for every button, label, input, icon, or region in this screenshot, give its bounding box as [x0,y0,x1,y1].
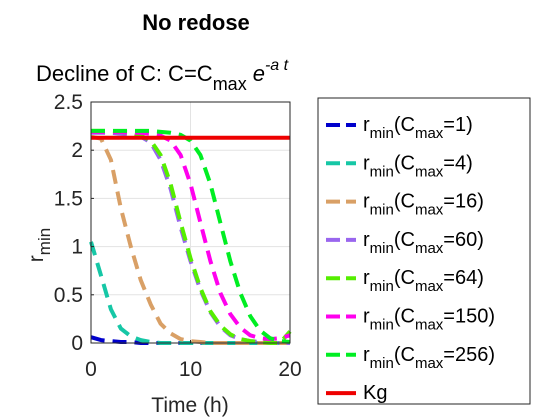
x-tick-label: 0 [85,358,97,381]
y-tick-label: 2.5 [54,91,83,114]
x-tick-label: 20 [278,358,301,381]
x-tick-label: 10 [179,358,202,381]
y-tick-label: 0.5 [54,284,83,307]
legend-label-4: rmin(Cmax=60) [363,229,484,257]
legend-label-1: rmin(Cmax=1) [363,114,473,142]
y-tick-label: 0 [71,332,83,355]
y-axis-label: rmin [25,228,54,262]
legend-label-5: rmin(Cmax=64) [363,267,484,295]
legend-label-2: rmin(Cmax=4) [363,152,473,180]
y-tick-label: 2 [71,139,83,162]
y-tick-label: 1.5 [54,187,83,210]
series-line-3 [90,134,290,345]
series-group [89,128,292,345]
subtitle-exp: -a t [265,57,289,74]
tick-labels: 0 10 20 0 0.5 1 1.5 2 2.5 [54,91,302,381]
chart-subtitle: Decline of C: C=Cmax e-a t [36,57,289,94]
subtitle-exp-base: e [253,61,265,86]
x-axis-label: Time (h) [151,394,228,417]
chart-title: No redose [142,10,250,35]
y-tick-label: 1 [71,236,83,259]
series-line-7 [91,128,291,344]
legend-label-7: rmin(Cmax=256) [363,344,495,372]
legend-label-8: Kg [363,382,387,404]
subtitle-sub: max [213,74,247,94]
subtitle-prefix: Decline of C: C=C [36,61,213,86]
y-axis-label-base: r [25,255,48,262]
legend-label-3: rmin(Cmax=16) [363,191,484,219]
y-axis-label-sub: min [35,228,54,255]
legend: rmin(Cmax=1) rmin(Cmax=4) rmin(Cmax=16) rmi… [317,97,531,405]
legend-label-6: rmin(Cmax=150) [363,306,495,334]
